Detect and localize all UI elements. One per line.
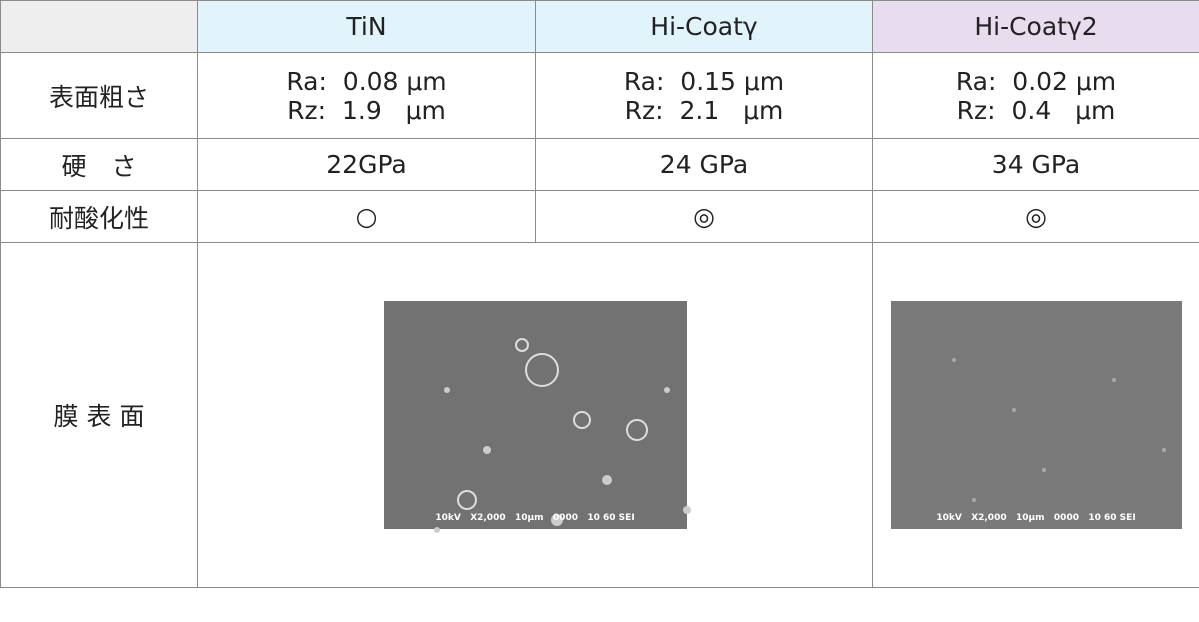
cell: 10kV X2,000 10μm 0000 10 60 SEI	[198, 243, 873, 588]
cell: ◎	[873, 191, 1199, 243]
sem-texture	[914, 330, 1199, 558]
line: Ra: 0.02 μm	[873, 67, 1199, 96]
cell: 10kV X2,000 10μm 0000 10 60 SEI	[873, 243, 1199, 588]
cell: 24 GPa	[536, 139, 873, 191]
sem-image: 10kV X2,000 10μm 0000 10 60 SEI	[891, 301, 1182, 529]
row: 硬 さ 22GPa 24 GPa 34 GPa	[1, 139, 1199, 191]
cell: ◎	[536, 191, 873, 243]
line: Ra: 0.08 μm	[198, 67, 535, 96]
row: 耐酸化性 ○ ◎ ◎	[1, 191, 1199, 243]
line: Rz: 2.1 μm	[536, 96, 872, 125]
cell: 22GPa	[198, 139, 536, 191]
header-cell: TiN	[198, 1, 536, 53]
line: Rz: 0.4 μm	[873, 96, 1199, 125]
sem-texture	[407, 330, 710, 558]
corner-cell	[1, 1, 198, 53]
row-label: 硬 さ	[1, 139, 198, 191]
sem-image: 10kV X2,000 10μm 0000 10 60 SEI	[384, 301, 687, 529]
header-row: TiN Hi-Coatγ Hi-Coatγ2	[1, 1, 1199, 53]
line: Rz: 1.9 μm	[198, 96, 535, 125]
cell: 34 GPa	[873, 139, 1199, 191]
row-label: 耐酸化性	[1, 191, 198, 243]
row-label: 表面粗さ	[1, 53, 198, 139]
header-cell: Hi-Coatγ2	[873, 1, 1199, 53]
image-caption: 10kV X2,000 10μm 0000 10 60 SEI	[384, 513, 687, 523]
image-caption: 10kV X2,000 10μm 0000 10 60 SEI	[891, 513, 1182, 523]
cell: ○	[198, 191, 536, 243]
line: Ra: 0.15 μm	[536, 67, 872, 96]
row-label: 膜 表 面	[1, 243, 198, 588]
header-cell: Hi-Coatγ	[536, 1, 873, 53]
row: 膜 表 面 10kV X2,000 10μm 0000 10 60 SEI 10…	[1, 243, 1199, 588]
